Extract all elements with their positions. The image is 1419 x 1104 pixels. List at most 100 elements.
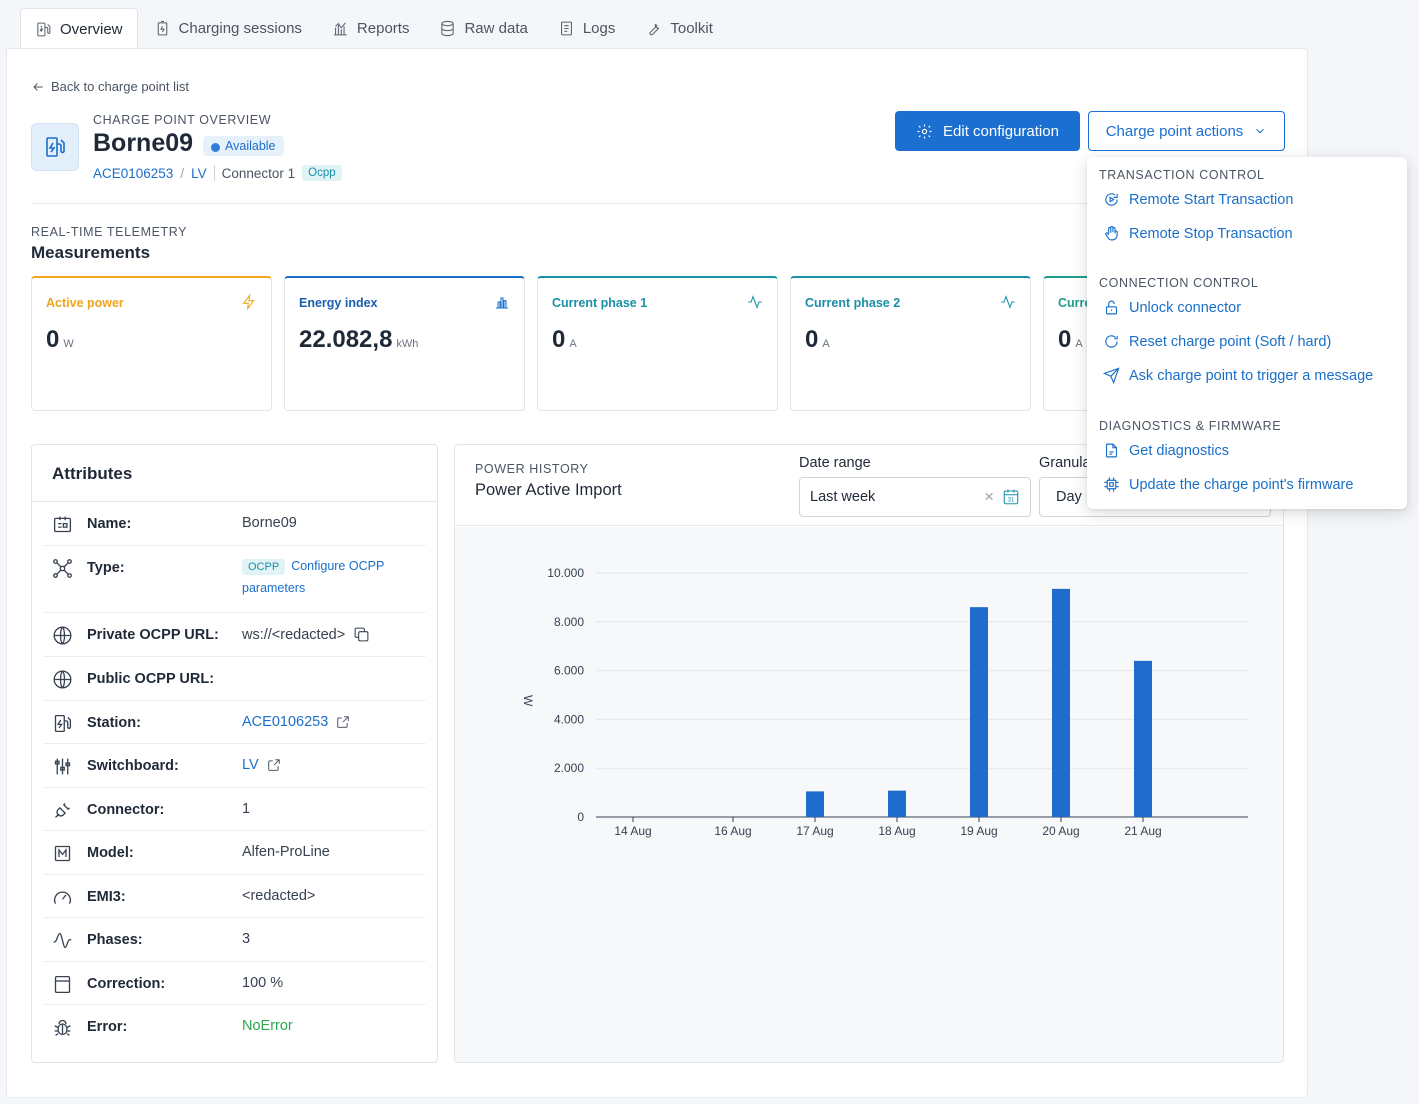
bar	[970, 607, 988, 817]
measurement-title: Active power	[46, 296, 124, 310]
y-tick-label: 4.000	[554, 712, 584, 726]
unlock-icon	[1105, 300, 1118, 315]
protocol-tag: Ocpp	[302, 165, 342, 181]
attribute-row-type: Type: OCPP Configure OCPP parameters	[44, 546, 426, 613]
unit: A	[569, 338, 577, 350]
chevron-down-icon	[1256, 128, 1265, 134]
measurement-card-energy-index: Energy index 22.082,8 kWh	[284, 276, 525, 411]
station-link[interactable]: ACE0106253	[93, 165, 174, 181]
menu-item-update-firmware[interactable]: Update the charge point's firmware	[1103, 476, 1353, 493]
power-history-card: POWER HISTORY Power Active Import Date r…	[454, 444, 1284, 1063]
y-tick-label: 10.000	[547, 566, 584, 580]
refresh-icon	[1105, 335, 1118, 348]
network-icon	[53, 559, 72, 578]
play-cycle-icon	[1105, 193, 1118, 206]
attribute-row-public-ocpp-url: Public OCPP URL:	[44, 657, 426, 701]
bug-icon	[54, 1019, 71, 1036]
menu-item-reset-charge-point[interactable]: Reset charge point (Soft / hard)	[1103, 333, 1331, 350]
value: 22.082,8	[299, 326, 393, 353]
bar	[888, 790, 906, 817]
tab-overview[interactable]: Overview	[20, 8, 138, 49]
divider	[213, 165, 215, 181]
measurement-title: Curre	[1058, 296, 1092, 310]
tab-raw-data[interactable]: Raw data	[425, 8, 541, 49]
tab-label: Raw data	[464, 20, 528, 37]
charge-point-actions-menu: TRANSACTION CONTROL Remote Start Transac…	[1087, 157, 1407, 509]
x-tick-label: 16 Aug	[714, 824, 751, 838]
model-icon	[54, 845, 71, 862]
station-icon	[37, 22, 51, 36]
tab-bar: Overview Charging sessions Reports Raw d…	[20, 8, 729, 49]
tab-reports[interactable]: Reports	[318, 8, 424, 49]
unit: W	[63, 338, 74, 350]
back-link[interactable]: Back to charge point list	[31, 79, 189, 94]
menu-item-get-diagnostics[interactable]: Get diagnostics	[1103, 442, 1229, 459]
attribute-label: Private OCPP URL:	[87, 627, 219, 643]
y-axis-label: W	[521, 695, 535, 707]
charge-point-actions-label: Charge point actions	[1105, 122, 1244, 140]
station-link[interactable]: ACE0106253	[242, 714, 350, 730]
tab-logs[interactable]: Logs	[544, 8, 630, 49]
external-link-icon	[267, 759, 280, 771]
menu-item-unlock-connector[interactable]: Unlock connector	[1103, 299, 1241, 316]
document-icon	[560, 21, 572, 36]
sliders-icon	[54, 758, 71, 775]
menu-item-label: Ask charge point to trigger a message	[1129, 367, 1374, 384]
tab-label: Charging sessions	[178, 20, 302, 37]
attribute-row-error: Error: NoError	[44, 1005, 426, 1049]
send-icon	[1103, 367, 1120, 384]
measurements-title: Measurements	[31, 243, 151, 262]
clear-icon[interactable]: ×	[984, 487, 994, 506]
attribute-value: 3	[242, 931, 251, 947]
menu-section-connection-control: CONNECTION CONTROL	[1099, 276, 1259, 290]
menu-item-label: Remote Start Transaction	[1129, 191, 1294, 208]
tab-label: Overview	[60, 20, 123, 38]
date-range-input[interactable]: Last week × 31	[799, 477, 1031, 517]
menu-item-label: Unlock connector	[1129, 299, 1242, 316]
y-tick-label: 6.000	[554, 664, 584, 678]
tab-toolkit[interactable]: Toolkit	[631, 8, 727, 49]
value: 0	[805, 326, 819, 353]
attribute-value: Borne09	[242, 515, 297, 531]
globe-icon	[53, 626, 72, 645]
attribute-label: Model:	[87, 845, 134, 861]
charge-point-actions-button[interactable]: Charge point actions	[1088, 111, 1285, 151]
y-tick-label: 2.000	[554, 761, 584, 775]
bolt-icon	[242, 294, 255, 310]
attribute-label: Public OCPP URL:	[87, 671, 215, 687]
file-icon	[1105, 443, 1118, 458]
menu-item-label: Remote Stop Transaction	[1129, 225, 1293, 242]
station-value: ACE0106253	[242, 714, 329, 730]
breadcrumb: ACE0106253 / LV Connector 1 Ocpp	[93, 165, 342, 181]
tab-label: Logs	[582, 20, 616, 37]
hand-icon	[1105, 225, 1118, 241]
wave-icon	[1001, 295, 1015, 309]
measurement-title: Current phase 1	[552, 296, 648, 310]
switchboard-link[interactable]: LV	[242, 757, 281, 773]
copy-icon[interactable]	[353, 626, 370, 643]
configure-ocpp-link-continued[interactable]: parameters	[242, 581, 306, 595]
plug-icon	[55, 803, 70, 818]
svg-text:31: 31	[1008, 498, 1015, 504]
calendar-icon[interactable]: 31	[1002, 488, 1020, 506]
configure-ocpp-link[interactable]: Configure OCPP	[291, 559, 385, 573]
station-icon	[54, 714, 72, 733]
switchboard-link[interactable]: LV	[191, 165, 207, 181]
value: 0	[46, 326, 60, 353]
attributes-card: Attributes Name: Borne09 Type: OCPP Confi…	[31, 444, 438, 1063]
charge-point-avatar	[31, 123, 79, 171]
edit-configuration-button[interactable]: Edit configuration	[895, 111, 1080, 151]
menu-item-remote-start[interactable]: Remote Start Transaction	[1103, 191, 1293, 208]
external-link-icon	[337, 716, 349, 728]
tab-charging-sessions[interactable]: Charging sessions	[140, 8, 316, 49]
menu-item-trigger-message[interactable]: Ask charge point to trigger a message	[1103, 367, 1373, 384]
attribute-row-connector: Connector: 1	[44, 788, 426, 831]
bar-chart-icon	[496, 297, 508, 309]
attribute-value: Alfen-ProLine	[242, 844, 330, 860]
attribute-value: 1	[242, 801, 251, 817]
menu-item-remote-stop[interactable]: Remote Stop Transaction	[1103, 225, 1293, 242]
tab-label: Reports	[356, 20, 410, 37]
